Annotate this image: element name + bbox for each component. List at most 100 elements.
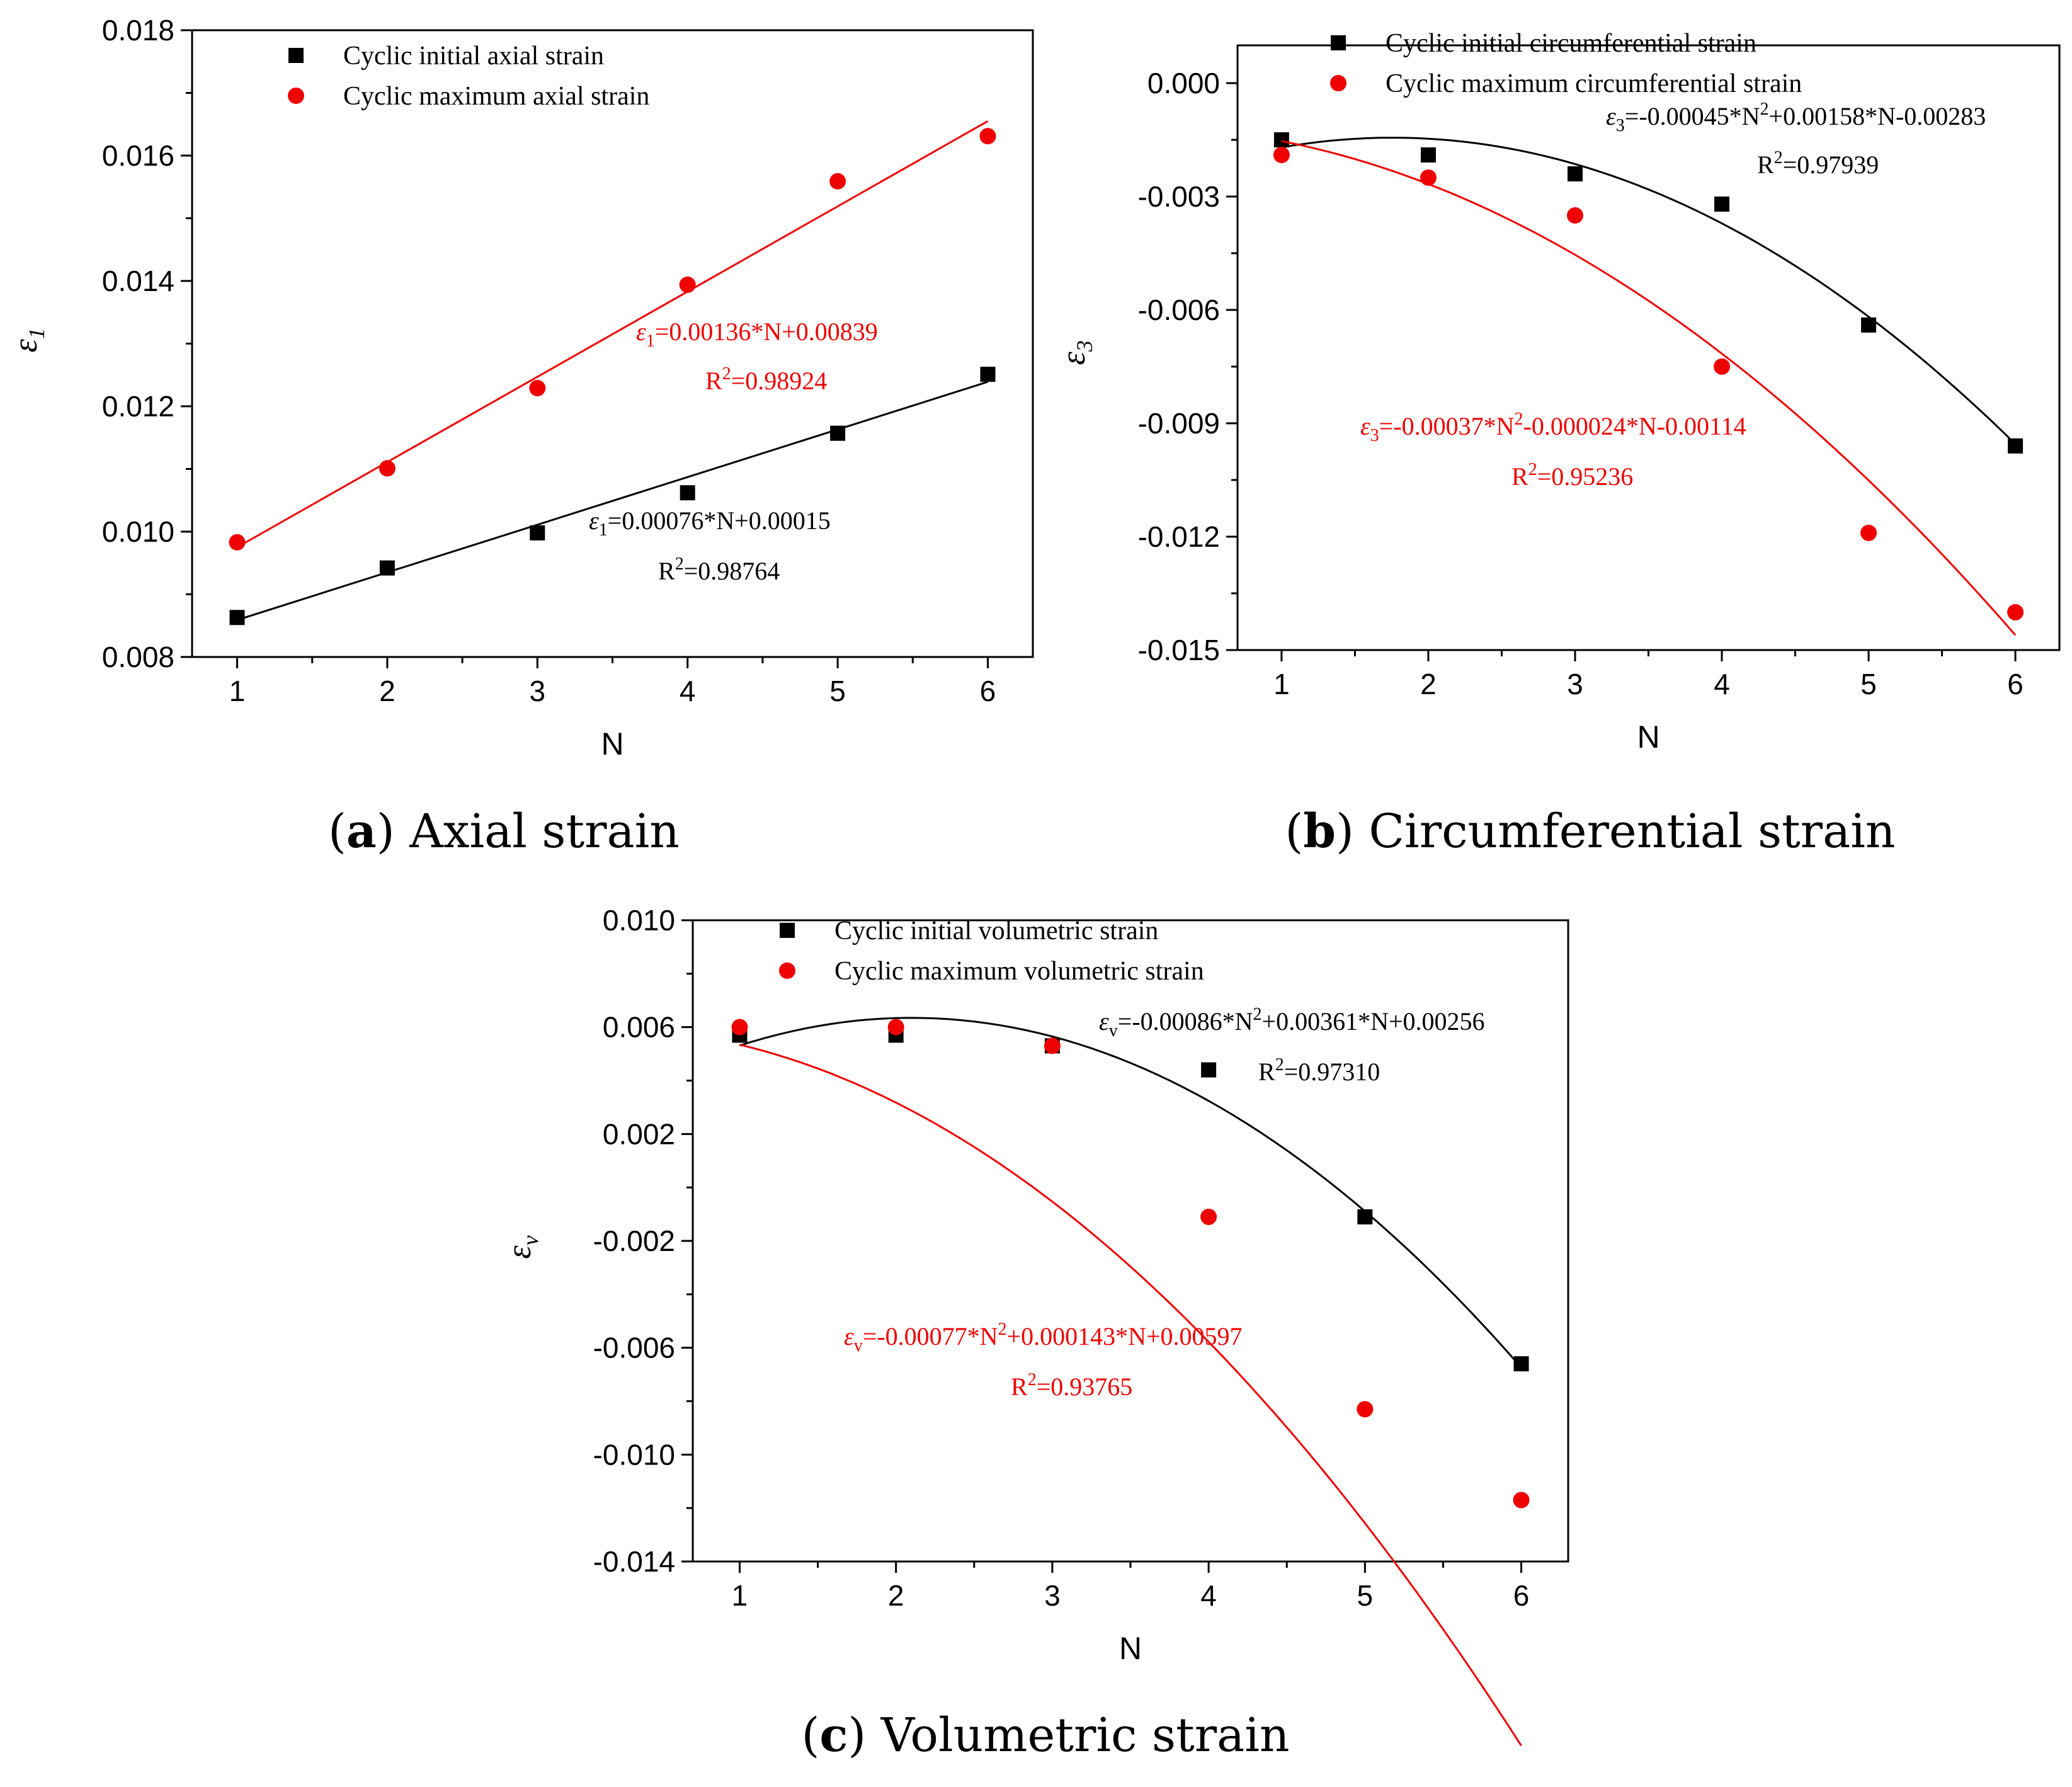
chart-a: 1 2 3 4 5 60.0080.0100.0120.0140.0160.018Nε1C… bbox=[6, 14, 1034, 859]
r-squared: R2=0.93765 bbox=[1011, 1370, 1132, 1401]
series-maximum: Cyclic maximum axial strainε1=0.00136*N+… bbox=[229, 82, 996, 551]
data-point bbox=[1273, 132, 1289, 147]
r-squared-value: =0.95236 bbox=[1537, 462, 1634, 491]
equation-subscript: 1 bbox=[646, 331, 655, 351]
equation-body: =-0.00077*N bbox=[863, 1322, 998, 1350]
legend-label: Cyclic maximum circumferential strain bbox=[1386, 69, 1802, 98]
equation-superscript: 2 bbox=[998, 1320, 1007, 1339]
y-axis-label: ε3 bbox=[1054, 340, 1097, 365]
equation-symbol: ε bbox=[1099, 1007, 1109, 1036]
panel-caption: (c) Volumetric strain bbox=[801, 1708, 1289, 1762]
x-tick-label: 1 bbox=[229, 675, 246, 707]
fit-line bbox=[739, 1044, 1522, 1747]
legend-marker bbox=[780, 923, 795, 938]
data-point bbox=[1200, 1208, 1217, 1225]
panel-caption: (a) Axial strain bbox=[328, 804, 680, 859]
x-tick-label: 3 bbox=[1567, 668, 1583, 700]
equation-symbol: ε bbox=[589, 506, 599, 535]
data-point bbox=[2007, 604, 2024, 620]
fit-equation: ε1=0.00136*N+0.00839 bbox=[636, 317, 878, 351]
fit-line bbox=[1281, 140, 2017, 636]
fit-equation: ε3=-0.00045*N2+0.00158*N-0.00283 bbox=[1606, 100, 1986, 135]
equation-subscript: 1 bbox=[599, 520, 608, 540]
equation-subscript: v bbox=[854, 1336, 863, 1356]
x-tick-label: 5 bbox=[1860, 668, 1877, 700]
r-squared-value: =0.93765 bbox=[1037, 1373, 1133, 1401]
data-point bbox=[1357, 1401, 1374, 1418]
x-axis-label: N bbox=[1119, 1631, 1142, 1666]
y-tick-label: 0.016 bbox=[102, 139, 174, 172]
legend-marker bbox=[779, 962, 795, 979]
plot-frame bbox=[191, 29, 1034, 658]
data-point bbox=[1714, 358, 1731, 375]
x-tick-label: 2 bbox=[888, 1579, 904, 1612]
equation-body: =-0.00037*N bbox=[1379, 412, 1515, 440]
fit-equation: ε3=-0.00037*N2-0.000024*N-0.00114 bbox=[1360, 409, 1746, 445]
legend-label: Cyclic maximum axial strain bbox=[343, 82, 649, 111]
y-tick-label: -0.003 bbox=[1138, 180, 1220, 213]
data-point bbox=[679, 276, 696, 293]
y-axis-label-symbol: ε bbox=[500, 1245, 538, 1259]
caption-letter: b bbox=[1303, 804, 1336, 859]
r-squared-superscript: 2 bbox=[1528, 460, 1537, 479]
y-tick-label: -0.010 bbox=[593, 1438, 675, 1471]
r-squared-superscript: 2 bbox=[1275, 1055, 1284, 1075]
data-point bbox=[1273, 147, 1290, 163]
r-squared-value: =0.98764 bbox=[684, 557, 780, 585]
data-point bbox=[530, 525, 545, 540]
fit-line bbox=[739, 1017, 1522, 1369]
data-point bbox=[1513, 1356, 1529, 1372]
x-tick-label: 1 bbox=[1273, 668, 1290, 700]
data-point bbox=[980, 367, 996, 382]
x-tick-label: 4 bbox=[1200, 1579, 1217, 1612]
y-tick-label: 0.010 bbox=[603, 904, 675, 937]
caption-paren: ( bbox=[801, 1708, 819, 1762]
data-point bbox=[1201, 1062, 1217, 1078]
fit-equation: εv=-0.00077*N2+0.000143*N+0.00597 bbox=[844, 1320, 1243, 1356]
legend-marker bbox=[288, 88, 304, 104]
equation-symbol: ε bbox=[636, 317, 646, 346]
r-squared-superscript: 2 bbox=[722, 364, 731, 384]
data-point bbox=[2008, 438, 2024, 454]
y-tick-label: 0.002 bbox=[603, 1117, 675, 1150]
r-squared-value: =0.98924 bbox=[731, 367, 828, 395]
legend-label: Cyclic initial circumferential strain bbox=[1386, 29, 1756, 58]
y-tick-label: -0.009 bbox=[1138, 407, 1220, 440]
r-squared: R2=0.98924 bbox=[705, 364, 827, 395]
data-point bbox=[1357, 1209, 1373, 1225]
y-tick-label: 0.000 bbox=[1147, 67, 1220, 100]
chart-c: 1 2 3 4 5 6 -0.014 -0.010 -0.006 -0.002 0.002 0.006… bbox=[500, 904, 1569, 1762]
equation-body: =0.00136*N+0.00839 bbox=[655, 317, 878, 346]
caption-paren: ( bbox=[328, 804, 346, 859]
y-axis-label-subscript: 3 bbox=[1072, 340, 1097, 352]
equation-body: =0.00076*N+0.00015 bbox=[608, 506, 831, 535]
x-tick-label: 6 bbox=[980, 675, 996, 707]
x-tick-label: 5 bbox=[1357, 1579, 1374, 1612]
data-point bbox=[1513, 1492, 1530, 1509]
data-point bbox=[1566, 207, 1583, 224]
data-point bbox=[1420, 147, 1436, 163]
r-squared-value: =0.97310 bbox=[1284, 1058, 1380, 1086]
data-point bbox=[829, 173, 846, 190]
fit-line bbox=[237, 380, 988, 621]
series-initial: Cyclic initial volumetric strainεv=-0.00… bbox=[732, 916, 1529, 1372]
equation-body: =-0.00045*N bbox=[1625, 102, 1760, 130]
x-tick-label: 6 bbox=[1513, 1579, 1530, 1612]
r-squared: R2=0.97939 bbox=[1757, 148, 1879, 179]
equation-superscript: 2 bbox=[1760, 100, 1769, 119]
legend-label: Cyclic initial axial strain bbox=[343, 42, 604, 71]
panel-caption: (b) Circumferential strain bbox=[1285, 804, 1895, 859]
data-point bbox=[379, 460, 396, 477]
y-tick-label: 0.010 bbox=[102, 515, 174, 548]
caption-letter: c bbox=[819, 1708, 848, 1762]
y-tick-label: 0.012 bbox=[102, 390, 174, 423]
series-initial: Cyclic initial axial strainε1=0.00076*N+… bbox=[229, 42, 996, 625]
data-point bbox=[1044, 1037, 1061, 1054]
data-point bbox=[229, 610, 245, 625]
equation-symbol: ε bbox=[1606, 102, 1616, 130]
data-point bbox=[379, 560, 395, 576]
x-tick-label: 4 bbox=[680, 675, 696, 707]
r-squared-symbol: R bbox=[658, 557, 675, 585]
x-tick-label: 2 bbox=[1420, 668, 1437, 700]
